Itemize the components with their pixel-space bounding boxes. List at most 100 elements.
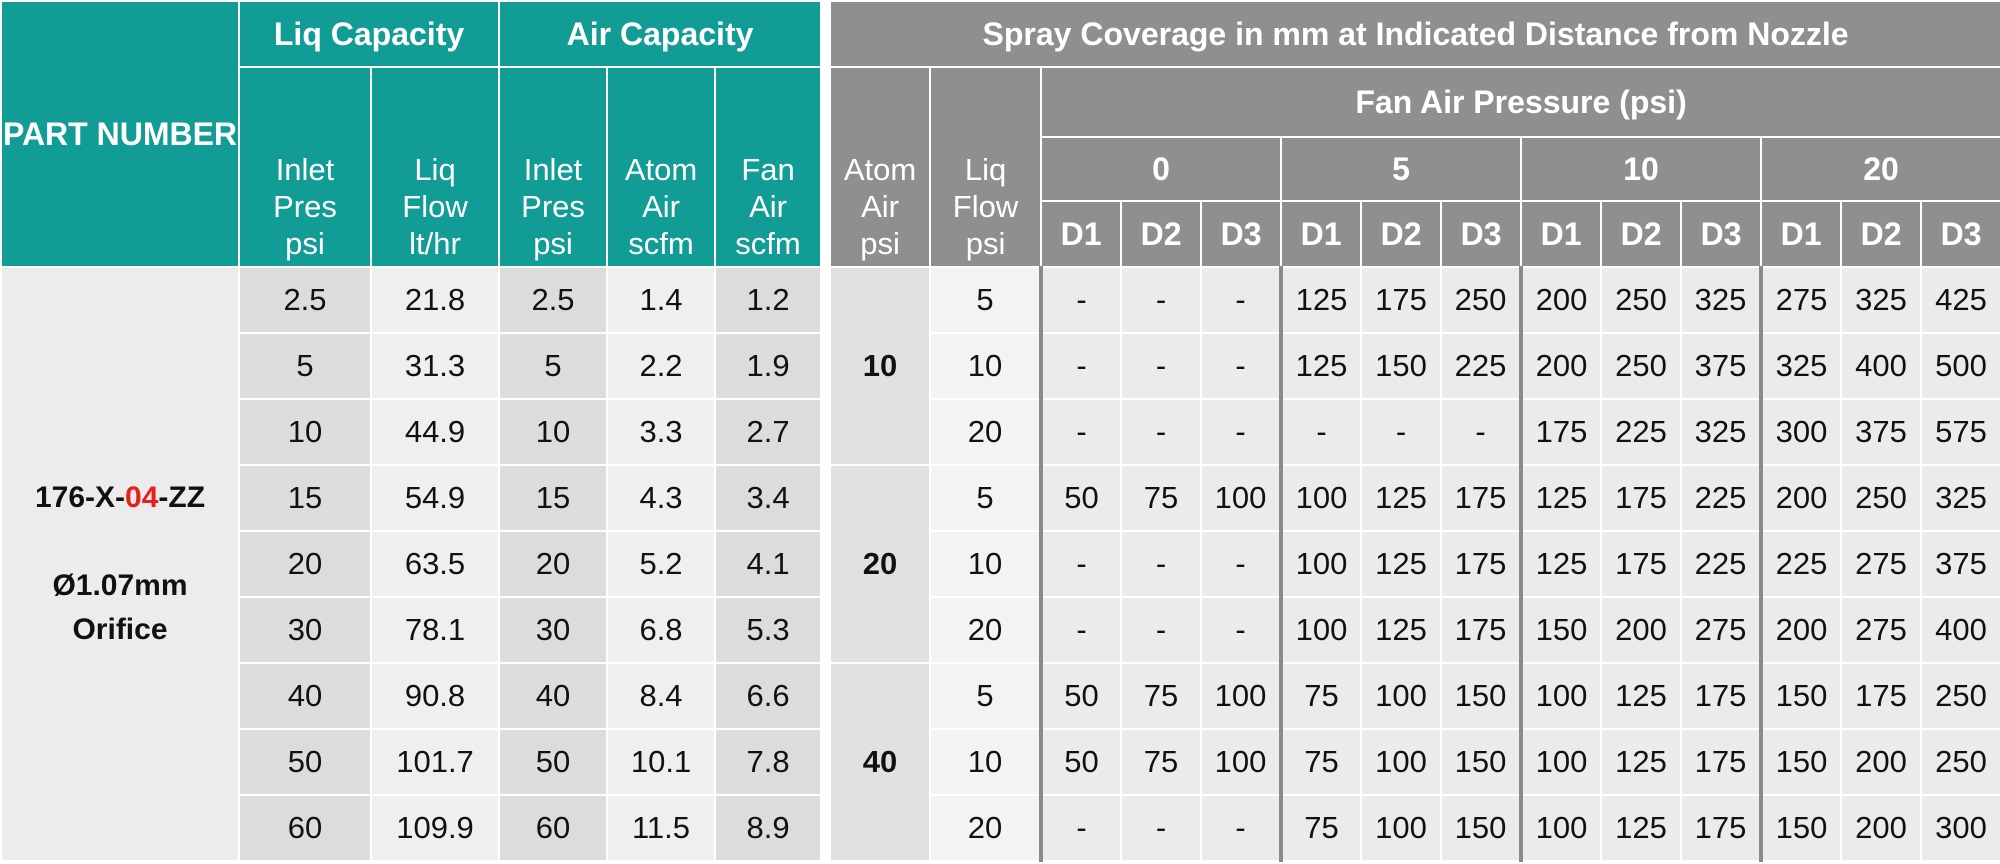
distance-header: D2: [1360, 200, 1443, 268]
coverage-value: -: [1039, 398, 1123, 466]
coverage-value: -: [1440, 398, 1523, 466]
coverage-value: 50: [1039, 662, 1123, 730]
coverage-value: 500: [1920, 332, 2000, 400]
fan-pressure: 10: [1520, 136, 1763, 202]
part-suffix: -ZZ: [158, 481, 206, 514]
coverage-value: 375: [1680, 332, 1763, 400]
coverage-value: 225: [1680, 464, 1763, 532]
capacity-value: 8.4: [606, 662, 717, 730]
capacity-value: 10.1: [606, 728, 717, 796]
coverage-value: 150: [1440, 662, 1523, 730]
coverage-value: -: [1200, 398, 1283, 466]
distance-header: D3: [1920, 200, 2000, 268]
fan-pressure: 0: [1040, 136, 1283, 202]
row: 10 44.9 10 3.3 2.7 20- - - - - -175 225 325 300 375 575: [1, 398, 2000, 466]
part-prefix: 176-X-: [34, 481, 126, 514]
coverage-value: 75: [1279, 662, 1363, 730]
coverage-value: 150: [1360, 332, 1443, 400]
header-line: Air: [861, 189, 899, 224]
coverage-value: 75: [1120, 464, 1203, 532]
coverage-value: 50: [1039, 464, 1123, 532]
coverage-value: 150: [1759, 794, 1843, 862]
header-line: psi: [860, 226, 900, 261]
coverage-value: 150: [1759, 728, 1843, 796]
coverage-value: -: [1039, 332, 1123, 400]
liq-flow-value: 20: [929, 596, 1043, 664]
capacity-value: 90.8: [369, 662, 501, 730]
coverage-value: -: [1120, 530, 1203, 598]
coverage-value: 325: [1920, 464, 2000, 532]
row: 15 54.9 15 4.3 3.4 20 5 50 75 100 100 125 175 125 175 2…: [1, 464, 2000, 664]
coverage-value: 175: [1680, 728, 1763, 796]
coverage-value: -: [1120, 266, 1203, 334]
coverage-value: 275: [1680, 596, 1763, 664]
capacity-value: 50: [238, 728, 372, 796]
coverage-value: 125: [1600, 728, 1683, 796]
atom-air-value: 10: [829, 266, 932, 466]
coverage-value: -: [1200, 794, 1283, 862]
capacity-value: 101.7: [369, 728, 501, 796]
coverage-value: 100: [1360, 728, 1443, 796]
liq-flow-value: 10: [929, 728, 1043, 796]
gap: [821, 1, 831, 861]
row: 0 5 10 20: [1, 136, 2000, 202]
coverage-value: 125: [1600, 794, 1683, 862]
row: 30 78.1 30 6.8 5.3 20- - -100 125 175 150 200 275 200…: [1, 596, 2000, 664]
capacity-value: 109.9: [369, 794, 501, 862]
atom-air-value: 20: [829, 464, 932, 664]
capacity-value: 10: [238, 398, 372, 466]
coverage-value: 100: [1279, 530, 1363, 598]
capacity-value: 7.8: [714, 728, 823, 796]
coverage-value: -: [1039, 794, 1123, 862]
coverage-value: 175: [1440, 530, 1523, 598]
part-number-header: PART NUMBER: [0, 0, 240, 268]
coverage-value: 225: [1600, 398, 1683, 466]
coverage-value: 200: [1840, 728, 1923, 796]
header-line: psi: [285, 226, 325, 261]
coverage-value: 100: [1200, 464, 1283, 532]
air-capacity-header: Air Capacity: [498, 0, 823, 68]
coverage-value: 250: [1600, 266, 1683, 334]
coverage-value: 100: [1279, 464, 1363, 532]
liq-flow-value: 10: [929, 332, 1043, 400]
capacity-value: 2.7: [714, 398, 823, 466]
coverage-value: 100: [1279, 596, 1363, 664]
header-line: Fan: [741, 152, 795, 187]
distance-header: D3: [1200, 200, 1283, 268]
coverage-value: 125: [1360, 464, 1443, 532]
coverage-value: 250: [1440, 266, 1523, 334]
coverage-value: -: [1039, 530, 1123, 598]
fan-pressure: 5: [1280, 136, 1523, 202]
capacity-value: 63.5: [369, 530, 501, 598]
liq-flow-value: 5: [929, 266, 1043, 334]
coverage-value: 100: [1360, 662, 1443, 730]
coverage-value: 150: [1440, 794, 1523, 862]
column-header: Inlet Pres psi: [498, 66, 609, 268]
coverage-value: -: [1039, 596, 1123, 664]
capacity-value: 5: [238, 332, 372, 400]
capacity-value: 44.9: [369, 398, 501, 466]
header-line: Air: [642, 189, 680, 224]
coverage-value: -: [1120, 794, 1203, 862]
capacity-value: 4.1: [714, 530, 823, 598]
capacity-value: 3.4: [714, 464, 823, 532]
header-line: Flow: [952, 189, 1019, 224]
coverage-value: 175: [1840, 662, 1923, 730]
capacity-value: 6.6: [714, 662, 823, 730]
coverage-value: 100: [1360, 794, 1443, 862]
row: Inlet Pres psi Liq Flow lt/hr Inlet Pres psi Atom…: [1, 66, 2000, 268]
coverage-value: -: [1279, 398, 1363, 466]
coverage-value: 575: [1920, 398, 2000, 466]
coverage-value: 275: [1840, 596, 1923, 664]
capacity-value: 30: [238, 596, 372, 664]
capacity-value: 15: [498, 464, 609, 532]
coverage-value: 75: [1120, 728, 1203, 796]
row: 20 63.5 20 5.2 4.1 10- - -100 125 175 125 175 225 225…: [1, 530, 2000, 598]
capacity-value: 11.5: [606, 794, 717, 862]
capacity-value: 31.3: [369, 332, 501, 400]
row: D1 D2 D3 D1 D2 D3 D1 D2 D3 D1 D2 D3: [1, 200, 2000, 268]
coverage-value: -: [1200, 266, 1283, 334]
